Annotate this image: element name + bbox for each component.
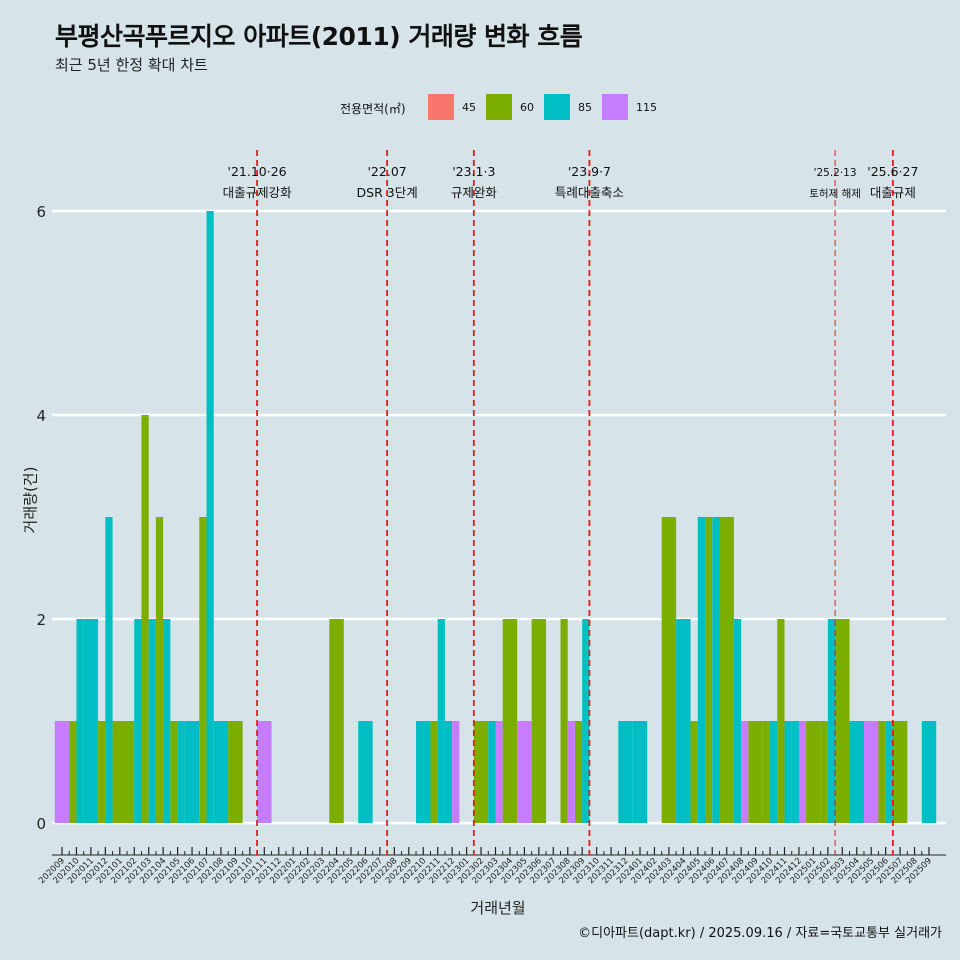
bar-202309-85 [582, 619, 590, 823]
bar-202303-85 [488, 721, 496, 823]
y-tick-label: 6 [36, 203, 46, 221]
bar-202411-85 [784, 721, 792, 823]
bar-202103-85 [148, 619, 156, 823]
bar-202009-115 [54, 721, 70, 823]
bar-202104-60 [155, 517, 164, 823]
bar-202507-60 [892, 721, 908, 823]
bar-202504-85 [849, 721, 864, 823]
bar-202408-85 [733, 619, 742, 823]
bar-202509-85 [921, 721, 937, 823]
bar-202409-60 [748, 721, 763, 823]
bar-202312-85 [618, 721, 633, 823]
source-caption: ©디아파트(dapt.kr) / 2025.09.16 / 자료=국토교통부 실… [578, 926, 942, 941]
bar-202012-60 [98, 721, 106, 823]
bar-202211-85 [437, 619, 445, 823]
bar-202105-85 [177, 721, 185, 823]
bar-202410-60 [762, 721, 771, 823]
bar-202405-60 [690, 721, 698, 823]
bar-202502-60 [820, 721, 828, 823]
bar-202010-60 [69, 721, 77, 823]
legend: 전용면적(㎡) 45 60 85 115 [0, 92, 960, 122]
bar-202505-115 [863, 721, 879, 823]
bar-202506-85 [885, 721, 893, 823]
bar-202102-85 [134, 619, 142, 823]
bar-202010-85 [76, 619, 84, 823]
bar-202102-60 [127, 721, 135, 823]
event-label: 규제완화 [451, 185, 498, 200]
bar-202104-85 [163, 619, 171, 823]
bar-202111-115 [257, 721, 272, 823]
event-label: 대출규제 [870, 185, 916, 200]
bar-202410-85 [770, 721, 778, 823]
legend-swatch-60 [486, 94, 512, 120]
bar-202501-60 [806, 721, 821, 823]
bar-202404-85 [676, 619, 691, 823]
bar-202211-60 [430, 721, 438, 823]
bar-202103-60 [141, 415, 149, 823]
event-label: 대출규제강화 [223, 185, 293, 200]
bar-202411-60 [777, 619, 785, 823]
event-date: '23.1·3 [452, 164, 495, 179]
event-label: 토허제 해제 [809, 187, 861, 200]
bar-202305-115 [517, 721, 532, 823]
bar-202412-115 [798, 721, 807, 823]
chart-title: 부평산곡푸르지오 아파트(2011) 거래량 변화 흐름 [55, 22, 583, 51]
bar-202408-115 [741, 721, 749, 823]
bar-202403-60 [661, 517, 677, 823]
bar-202405-85 [697, 517, 706, 823]
event-date: '25.6·27 [867, 164, 918, 179]
event-label: DSR 3단계 [357, 185, 418, 200]
bar-202105-60 [170, 721, 178, 823]
event-date: '23.9·7 [568, 164, 611, 179]
bar-202011-85 [83, 619, 99, 823]
bar-202212-115 [452, 721, 460, 823]
legend-label-85: 85 [578, 101, 592, 114]
bar-202302-60 [473, 721, 489, 823]
bar-202106-85 [184, 721, 200, 823]
bar-202308-115 [567, 721, 575, 823]
y-tick-label: 2 [36, 611, 46, 629]
y-axis-title: 거래량(건) [21, 466, 40, 534]
legend-label-60: 60 [520, 101, 534, 114]
event-date: '25.2·13 [814, 167, 857, 179]
bar-202406-60 [705, 517, 713, 823]
event-label: 특례대출축소 [555, 185, 624, 200]
bar-202407-60 [719, 517, 734, 823]
legend-label-115: 115 [636, 101, 657, 114]
legend-swatch-115 [602, 94, 628, 120]
chart-subtitle: 최근 5년 한정 확대 차트 [55, 56, 208, 74]
legend-swatch-85 [544, 94, 570, 120]
bar-202107-85 [206, 211, 214, 823]
event-date: '21.10·26 [228, 164, 287, 179]
legend-swatch-45 [428, 94, 454, 120]
bar-202303-115 [495, 721, 503, 823]
bar-202108-85 [213, 721, 229, 823]
bar-202503-60 [835, 619, 850, 823]
bar-202309-60 [574, 721, 583, 823]
bar-202109-60 [228, 721, 243, 823]
bar-202101-60 [112, 721, 128, 823]
y-tick-label: 4 [36, 407, 46, 425]
bar-202210-85 [416, 721, 431, 823]
legend-title: 전용면적(㎡) [340, 102, 406, 116]
bar-202308-60 [560, 619, 568, 823]
bar-202412-85 [791, 721, 799, 823]
bar-202406-85 [712, 517, 720, 823]
bar-202304-60 [502, 619, 518, 823]
x-axis-title: 거래년월 [470, 899, 526, 917]
bar-202206-85 [358, 721, 373, 823]
bar-202506-60 [878, 721, 886, 823]
y-tick-label: 0 [36, 815, 46, 833]
bar-202502-85 [827, 619, 836, 823]
bar-202212-85 [444, 721, 453, 823]
bar-202306-60 [531, 619, 547, 823]
bar-202012-85 [105, 517, 113, 823]
legend-label-45: 45 [462, 101, 476, 114]
bar-202204-60 [329, 619, 344, 823]
event-date: '22.07 [368, 164, 407, 179]
bar-202401-85 [632, 721, 648, 823]
bar-202107-60 [199, 517, 207, 823]
